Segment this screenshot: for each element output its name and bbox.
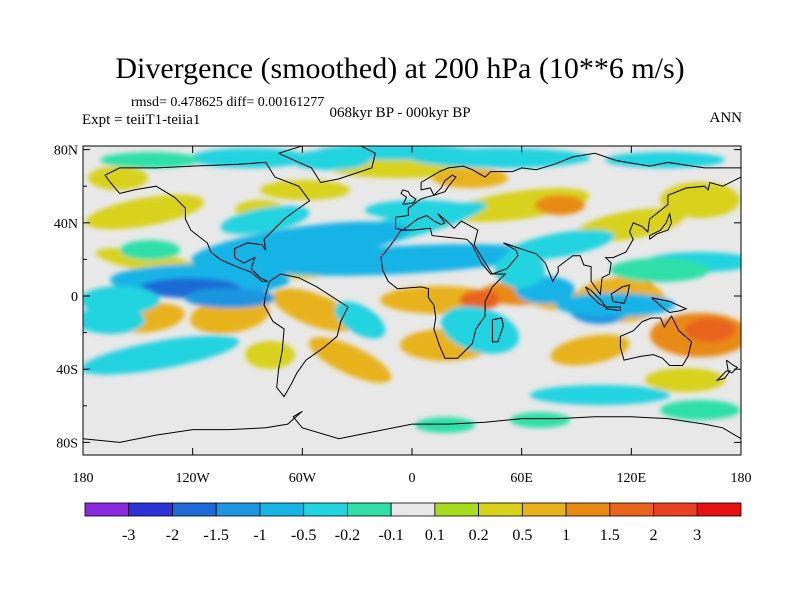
period-label: 068kyr BP - 000kyr BP [329, 105, 471, 121]
coastline [83, 410, 741, 443]
colorbar-label: 0.2 [469, 527, 489, 544]
colorbar-label: -0.2 [335, 527, 360, 544]
lat-tick-label: 80S [56, 436, 78, 451]
coastline [651, 297, 688, 314]
coastline [619, 315, 693, 366]
lat-tick-label: 0 [71, 290, 78, 305]
colorbar-swatch [128, 502, 173, 517]
coastline [104, 161, 311, 282]
coastline [433, 174, 457, 196]
colorbar-label: -1 [253, 527, 266, 544]
coastline [380, 227, 507, 359]
colorbar-label: 1.5 [600, 527, 620, 544]
colorbar-swatch [346, 502, 392, 517]
stats-line: rmsd= 0.478625 diff= 0.00161277 [131, 95, 325, 110]
axis-ticks: 80N 40N 0 40S 80S 180 120W 60W 0 60E 120E 180 [54, 144, 752, 486]
colorbar-swatch [390, 502, 436, 517]
coastline [715, 370, 731, 382]
colorbar-label: 0.1 [425, 527, 445, 544]
coastline [263, 273, 349, 398]
colorbar-swatch [653, 502, 698, 517]
colorbar-label: -2 [166, 527, 179, 544]
coastline [278, 146, 376, 184]
colorbar-swatch [565, 502, 611, 517]
colorbar-swatch [478, 502, 523, 517]
lon-tick-label: 180 [731, 471, 752, 486]
colorbar-label: 1 [562, 527, 570, 544]
coastline [610, 284, 631, 304]
coastline [725, 359, 739, 374]
colorbar-swatch [215, 502, 261, 517]
season-label: ANN [709, 110, 743, 126]
colorbar-swatch [521, 502, 567, 517]
experiment-label: Expt = teiiT1-teiia1 [82, 112, 201, 128]
coastline [395, 152, 741, 296]
colorbar-label: -3 [122, 527, 135, 544]
lon-tick-label: 60E [510, 471, 533, 486]
lon-tick-label: 180 [73, 471, 94, 486]
coastline [605, 306, 621, 312]
colorbar-label: -1.5 [204, 527, 229, 544]
lon-tick-label: 120E [617, 471, 647, 486]
lat-tick-label: 40S [56, 363, 78, 378]
colorbar-label: 3 [693, 527, 701, 544]
lon-tick-label: 120W [176, 471, 211, 486]
lon-tick-label: 60W [289, 471, 317, 486]
colorbar-swatch [303, 502, 348, 517]
coastlines [83, 146, 741, 443]
figure-title: Divergence (smoothed) at 200 hPa (10**6 … [115, 52, 685, 85]
colorbar-label: -0.5 [291, 527, 316, 544]
colorbar-label: -0.1 [378, 527, 403, 544]
colorbar-label: 0.5 [512, 527, 532, 544]
lat-tick-label: 40N [54, 217, 78, 232]
lon-tick-label: 0 [409, 471, 416, 486]
colorbar-label: 2 [650, 527, 658, 544]
colorbar-swatch [434, 502, 480, 517]
coastline [491, 317, 504, 343]
colorbar-swatch [696, 502, 742, 517]
lat-tick-label: 80N [54, 144, 78, 159]
coastline [649, 211, 673, 240]
coastline [400, 189, 417, 205]
colorbar: -3 -2 -1.5 -1 -0.5 -0.2 -0.1 0.1 0.2 0.5 1 1.5 2 3 [84, 502, 742, 544]
colorbar-swatch [172, 502, 217, 517]
colorbar-swatch [259, 502, 305, 517]
colorbar-swatch [609, 502, 654, 517]
colorbar-swatch [84, 502, 130, 517]
